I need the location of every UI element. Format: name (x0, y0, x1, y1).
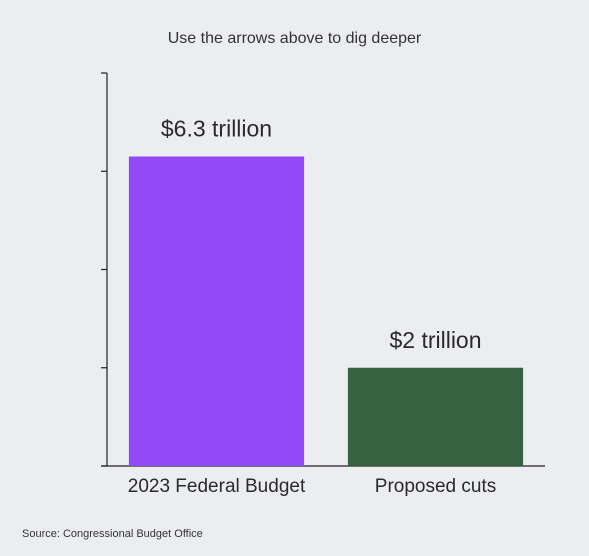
bar-series (128, 156, 524, 466)
bar-data-label-1: $2 trillion (389, 327, 481, 353)
chart-subtitle: Use the arrows above to dig deeper (167, 30, 422, 47)
bar-data-labels: $6.3 trillion $2 trillion (161, 116, 482, 353)
bar-1 (347, 367, 524, 466)
category-labels: 2023 Federal Budget Proposed cuts (128, 476, 496, 497)
bar-0 (128, 156, 305, 466)
bar-data-label-0: $6.3 trillion (161, 116, 272, 142)
category-label-1: Proposed cuts (375, 476, 496, 497)
category-label-0: 2023 Federal Budget (128, 476, 306, 497)
y-axis-ticks (101, 72, 107, 467)
chart-source-note: Source: Congressional Budget Office (22, 528, 203, 540)
